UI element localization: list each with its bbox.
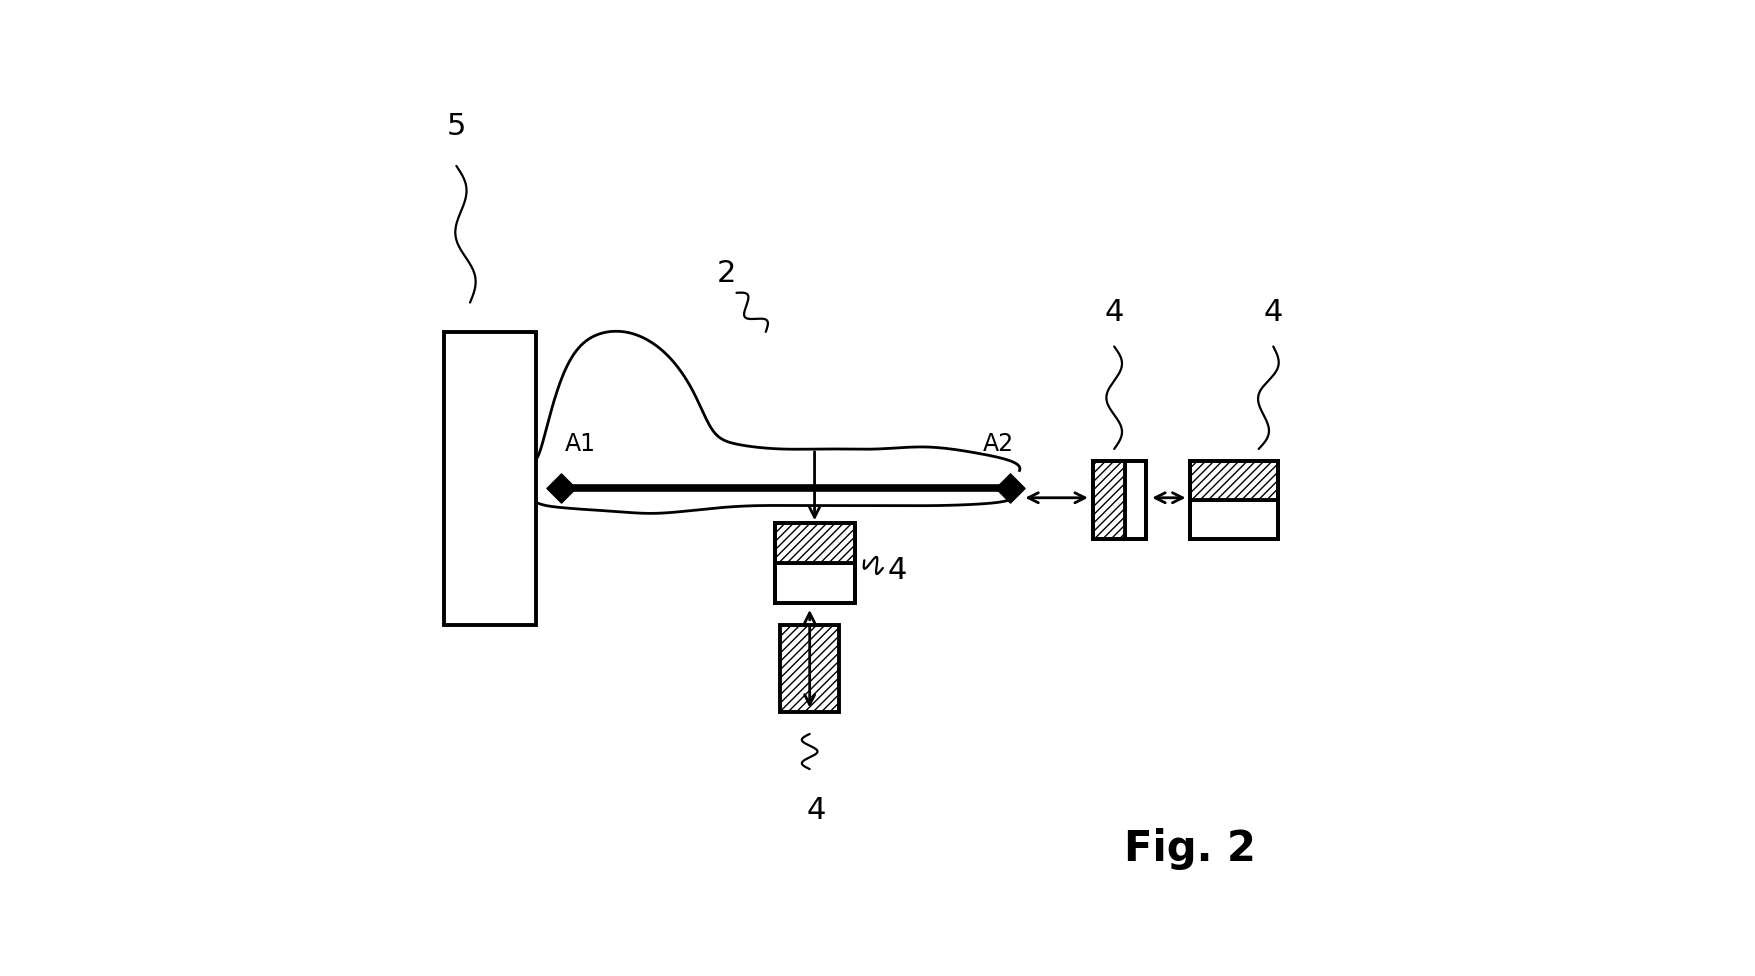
Bar bbox=[1190, 461, 1278, 500]
Text: A2: A2 bbox=[983, 432, 1013, 456]
Text: A1: A1 bbox=[565, 432, 595, 456]
Bar bbox=[444, 332, 535, 625]
Text: 2: 2 bbox=[716, 259, 735, 288]
Text: 4: 4 bbox=[1264, 298, 1283, 327]
Bar bbox=[779, 625, 839, 712]
Bar bbox=[1190, 500, 1278, 539]
Text: 4: 4 bbox=[806, 795, 827, 825]
Bar bbox=[774, 563, 855, 603]
Point bbox=[546, 480, 574, 496]
Text: 5: 5 bbox=[446, 112, 465, 142]
Bar bbox=[1092, 461, 1146, 539]
Text: Fig. 2: Fig. 2 bbox=[1123, 828, 1255, 871]
Bar bbox=[1092, 461, 1125, 539]
Bar bbox=[774, 523, 855, 603]
Bar bbox=[1125, 461, 1146, 539]
Bar bbox=[1190, 461, 1278, 539]
Point bbox=[995, 480, 1023, 496]
Bar bbox=[774, 523, 855, 563]
Text: 4: 4 bbox=[1104, 298, 1123, 327]
Text: 4: 4 bbox=[888, 556, 907, 586]
